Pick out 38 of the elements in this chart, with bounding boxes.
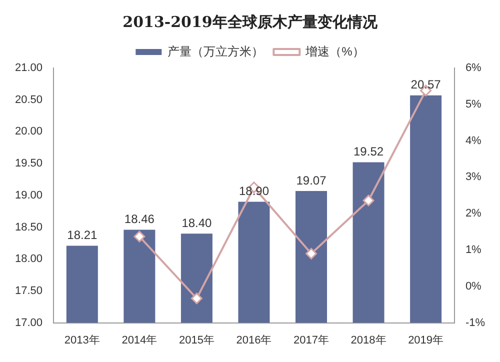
y-tick-label: 17.50	[14, 284, 43, 297]
y-tick-label: 18.50	[14, 221, 43, 234]
y-tick-label: 19.00	[14, 189, 43, 202]
y-tick-label: 19.50	[14, 158, 43, 170]
data-label: 18.90	[238, 184, 270, 198]
x-tick-label: 2019年	[408, 334, 444, 346]
y-tick-label: 17.00	[14, 316, 43, 329]
y-tick-label: 18.00	[14, 253, 43, 266]
x-tick-label: 2018年	[350, 334, 386, 346]
point	[134, 230, 146, 242]
point	[306, 248, 318, 260]
y-tick-label: 20.50	[14, 94, 43, 106]
point	[362, 194, 374, 206]
point	[190, 292, 202, 304]
data-label: 19.52	[354, 144, 384, 159]
y2-tick-label: -1%	[465, 316, 486, 329]
x-tick-label: 2015年	[178, 334, 214, 346]
y2-tick-label: 4%	[465, 134, 482, 147]
y2-tick-label: 0%	[465, 280, 482, 292]
y2-tick-label: 2%	[465, 208, 482, 220]
y-tick-label: 21.00	[14, 62, 43, 74]
y2-tick-label: 5%	[465, 98, 482, 110]
data-label: 20.57	[410, 78, 442, 92]
y2-tick-label: 3%	[465, 171, 482, 184]
data-label: 18.40	[182, 216, 212, 230]
x-tick-label: 2014年	[122, 334, 158, 346]
x-tick-label: 2016年	[236, 334, 272, 346]
x-tick-label: 2017年	[294, 334, 329, 346]
legend-label: 增速（%）	[304, 44, 364, 58]
y2-tick-label: 1%	[465, 244, 482, 256]
chart-title: 2013-2019年全球原木产量变化情况	[122, 12, 378, 31]
x-tick-label: 2013年	[64, 334, 100, 346]
y-tick-label: 20.00	[14, 126, 43, 138]
data-label: 18.21	[67, 228, 98, 242]
data-label: 18.46	[124, 212, 155, 226]
y2-tick-label: 6%	[465, 62, 482, 74]
legend-label: 产量（万立方米）	[168, 44, 264, 58]
data-label: 19.07	[296, 173, 327, 188]
